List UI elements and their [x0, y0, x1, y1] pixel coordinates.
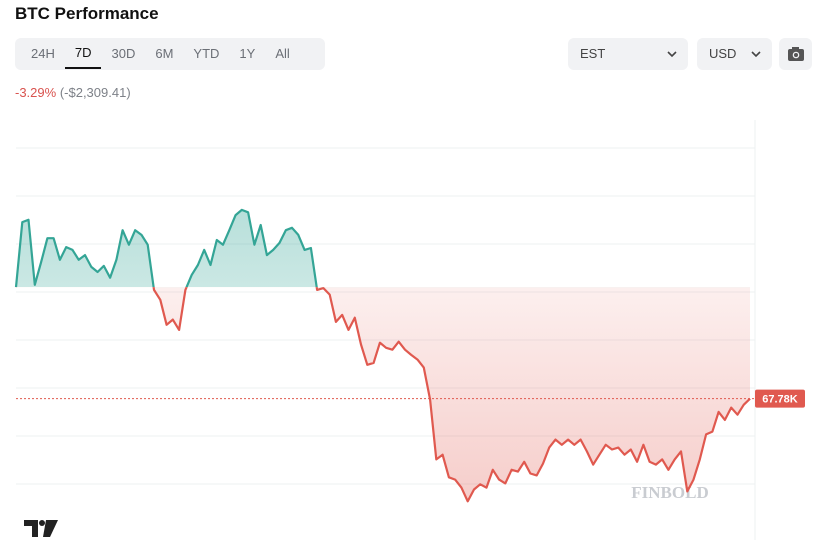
line-down: [16, 287, 751, 503]
camera-icon: [788, 47, 804, 61]
currency-select[interactable]: USD: [697, 38, 772, 70]
range-tab[interactable]: 6M: [155, 46, 174, 61]
area-down: [16, 287, 750, 502]
change-amount: (-$2,309.41): [59, 85, 131, 100]
chevron: [667, 51, 677, 58]
change-percent: -3.29%: [15, 85, 57, 100]
range-tab[interactable]: 24H: [31, 46, 55, 61]
tradingview-logo: [24, 520, 58, 537]
line-up: [14, 208, 324, 288]
screenshot-button[interactable]: [779, 38, 812, 70]
range-tab[interactable]: 1Y: [239, 46, 256, 61]
range-tab[interactable]: 30D: [111, 46, 136, 61]
price-badge: [755, 389, 805, 408]
timezone-value: EST: [580, 46, 606, 61]
range-tab[interactable]: 7D: [64, 39, 102, 69]
range-tabs: 24H 7D 30D 6M YTD 1Y All: [15, 38, 325, 70]
range-tab[interactable]: YTD: [193, 46, 220, 61]
change: -3.29% (-$2,309.41): [15, 85, 131, 100]
price-label: 67.78K: [762, 394, 798, 406]
currency-value: USD: [709, 46, 737, 61]
watermark: FINBOLD: [631, 483, 708, 502]
title: BTC Performance: [15, 4, 159, 23]
timezone-select[interactable]: EST: [568, 38, 688, 70]
chevron: [751, 51, 761, 58]
range-tab[interactable]: All: [275, 46, 290, 61]
